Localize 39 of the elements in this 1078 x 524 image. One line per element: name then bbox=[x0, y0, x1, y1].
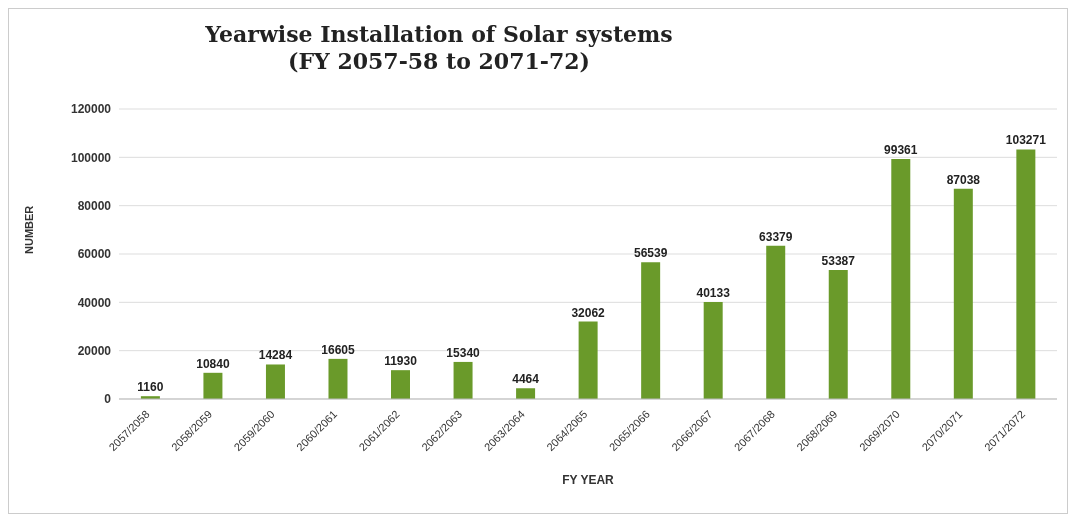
y-tick-label: 100000 bbox=[70, 150, 112, 165]
y-axis-title: NUMBER bbox=[22, 205, 35, 254]
data-label: 99361 bbox=[884, 142, 918, 157]
y-tick-label: 0 bbox=[104, 392, 112, 407]
bar bbox=[391, 370, 411, 399]
data-label: 1160 bbox=[137, 380, 164, 395]
data-label: 103271 bbox=[1005, 133, 1047, 148]
y-tick-label: 80000 bbox=[77, 198, 112, 213]
data-label: 16605 bbox=[321, 342, 355, 357]
bar bbox=[891, 158, 911, 399]
bar bbox=[1016, 149, 1036, 399]
data-label: 87038 bbox=[946, 172, 981, 187]
bar bbox=[578, 321, 598, 399]
bar bbox=[265, 364, 285, 399]
chart-title: Yearwise Installation of Solar systems (FY 2057-58 to 2071-72) bbox=[204, 21, 674, 75]
bar bbox=[703, 302, 723, 399]
y-tick-label: 60000 bbox=[77, 247, 112, 262]
bar bbox=[516, 388, 536, 399]
data-label: 32062 bbox=[571, 305, 606, 320]
data-label: 56539 bbox=[633, 246, 668, 261]
bar bbox=[453, 361, 473, 399]
y-tick-label: 120000 bbox=[70, 102, 112, 117]
data-label: 4464 bbox=[512, 372, 540, 387]
bar bbox=[641, 262, 661, 399]
data-label: 15340 bbox=[446, 345, 481, 360]
data-label: 63379 bbox=[759, 229, 793, 244]
data-label: 53387 bbox=[821, 253, 856, 268]
y-tick-label: 40000 bbox=[77, 295, 112, 310]
x-axis-title: FY YEAR bbox=[562, 473, 615, 487]
bar bbox=[203, 372, 223, 399]
data-label: 10840 bbox=[196, 356, 230, 371]
bar bbox=[766, 245, 786, 399]
data-label: 14284 bbox=[258, 348, 293, 363]
bar bbox=[328, 358, 348, 399]
y-tick-label: 20000 bbox=[77, 343, 112, 358]
data-label: 40133 bbox=[696, 286, 731, 301]
bar bbox=[828, 269, 848, 399]
data-label: 11930 bbox=[384, 354, 418, 369]
bar bbox=[953, 188, 973, 399]
